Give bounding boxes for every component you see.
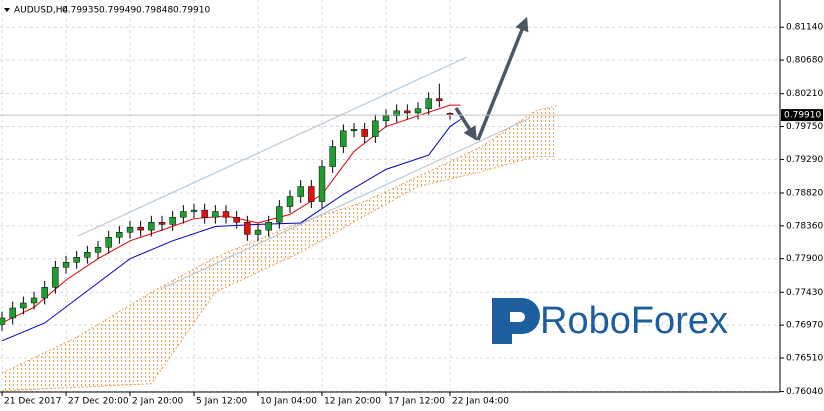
menu-triangle — [4, 8, 10, 12]
candle-body — [254, 229, 262, 235]
candle-body — [180, 211, 187, 218]
candle-body — [265, 222, 272, 231]
close-value: 0.79910 — [173, 6, 210, 16]
candle-body — [233, 217, 240, 223]
logo-icon — [492, 298, 540, 344]
candle-body — [212, 211, 219, 218]
symbol: AUDUSD,H4 — [14, 6, 69, 16]
candle-body — [52, 267, 59, 288]
candle-body — [126, 227, 134, 233]
candle-body — [329, 146, 336, 167]
candle-body — [9, 307, 16, 319]
candle-body — [425, 98, 432, 109]
candle-body — [244, 222, 251, 235]
arrow-down — [454, 107, 478, 141]
candle-body — [286, 196, 294, 207]
x-tick-label: 21 Dec 2017 — [4, 397, 62, 407]
x-tick-label: 22 Jan 04:00 — [452, 397, 509, 407]
channel-lower — [162, 117, 531, 289]
y-tick-label: 0.77430 — [786, 288, 823, 298]
candle-body — [404, 110, 411, 114]
x-tick-label: 10 Jan 04:00 — [260, 397, 317, 407]
candle-body — [62, 262, 70, 268]
price-tag — [781, 109, 823, 122]
candle-body — [222, 211, 230, 218]
header: AUDUSD,H4 0.79935 0.79949 0.79848 0.7991… — [4, 6, 210, 16]
y-tick-label: 0.78820 — [786, 188, 823, 198]
candle-body — [94, 247, 102, 253]
cloud-edge — [1, 105, 557, 374]
candle-body — [393, 110, 400, 117]
candle-body — [361, 129, 368, 137]
candle-body — [84, 252, 91, 258]
candle-body — [297, 186, 304, 197]
y-tick-label: 0.80680 — [786, 56, 823, 66]
low-value: 0.79848 — [136, 6, 173, 16]
arrow-up — [476, 16, 529, 141]
y-tick-label: 0.79290 — [786, 155, 823, 165]
candle-body — [382, 115, 390, 122]
candle-body — [190, 209, 198, 212]
y-tick-label: 0.81140 — [786, 23, 823, 33]
candle-body — [201, 209, 208, 218]
y-tick-label: 0.76510 — [786, 353, 823, 363]
x-tick-label: 5 Jan 12:00 — [196, 397, 248, 407]
cloud-edge — [2, 156, 557, 392]
y-tick-label: 0.80210 — [786, 89, 823, 99]
candle-body — [105, 237, 112, 248]
y-tick-label: 0.76040 — [786, 387, 823, 397]
open-value: 0.79935 — [62, 6, 99, 16]
candle-body — [116, 232, 123, 238]
y-tick-label: 0.77900 — [786, 254, 823, 264]
candle-body — [318, 166, 326, 202]
x-tick-label: 27 Dec 20:00 — [68, 397, 129, 407]
logo: RoboForex — [492, 298, 728, 344]
candle-body — [148, 222, 155, 231]
price-tag-label: 0.79910 — [784, 111, 821, 121]
candle-body — [372, 120, 379, 137]
candle-body — [20, 302, 27, 309]
candle-body — [30, 297, 38, 304]
candle-body — [350, 129, 358, 132]
candle-body — [0, 317, 6, 325]
y-tick-label: 0.76970 — [786, 321, 823, 331]
candle-body — [158, 222, 166, 225]
x-tick-label: 17 Jan 12:00 — [388, 397, 445, 407]
candle-body — [73, 257, 80, 263]
candle-body — [169, 217, 176, 225]
x-tick-label: 2 Jan 20:00 — [132, 397, 184, 407]
candle-body — [137, 227, 144, 231]
x-tick-label: 12 Jan 20:00 — [324, 397, 381, 407]
y-tick-label: 0.78360 — [786, 221, 823, 231]
candle-body — [41, 287, 48, 299]
candle-body — [414, 108, 422, 114]
indicator-line — [1, 104, 461, 324]
candle-body — [436, 98, 443, 102]
high-value: 0.79949 — [99, 6, 136, 16]
y-tick-label: 0.79750 — [786, 122, 823, 132]
candle-body — [276, 206, 283, 223]
candle-body — [308, 186, 315, 202]
candle-body — [340, 130, 347, 147]
logo-text: RoboForex — [540, 300, 728, 342]
channel-upper — [77, 56, 468, 237]
